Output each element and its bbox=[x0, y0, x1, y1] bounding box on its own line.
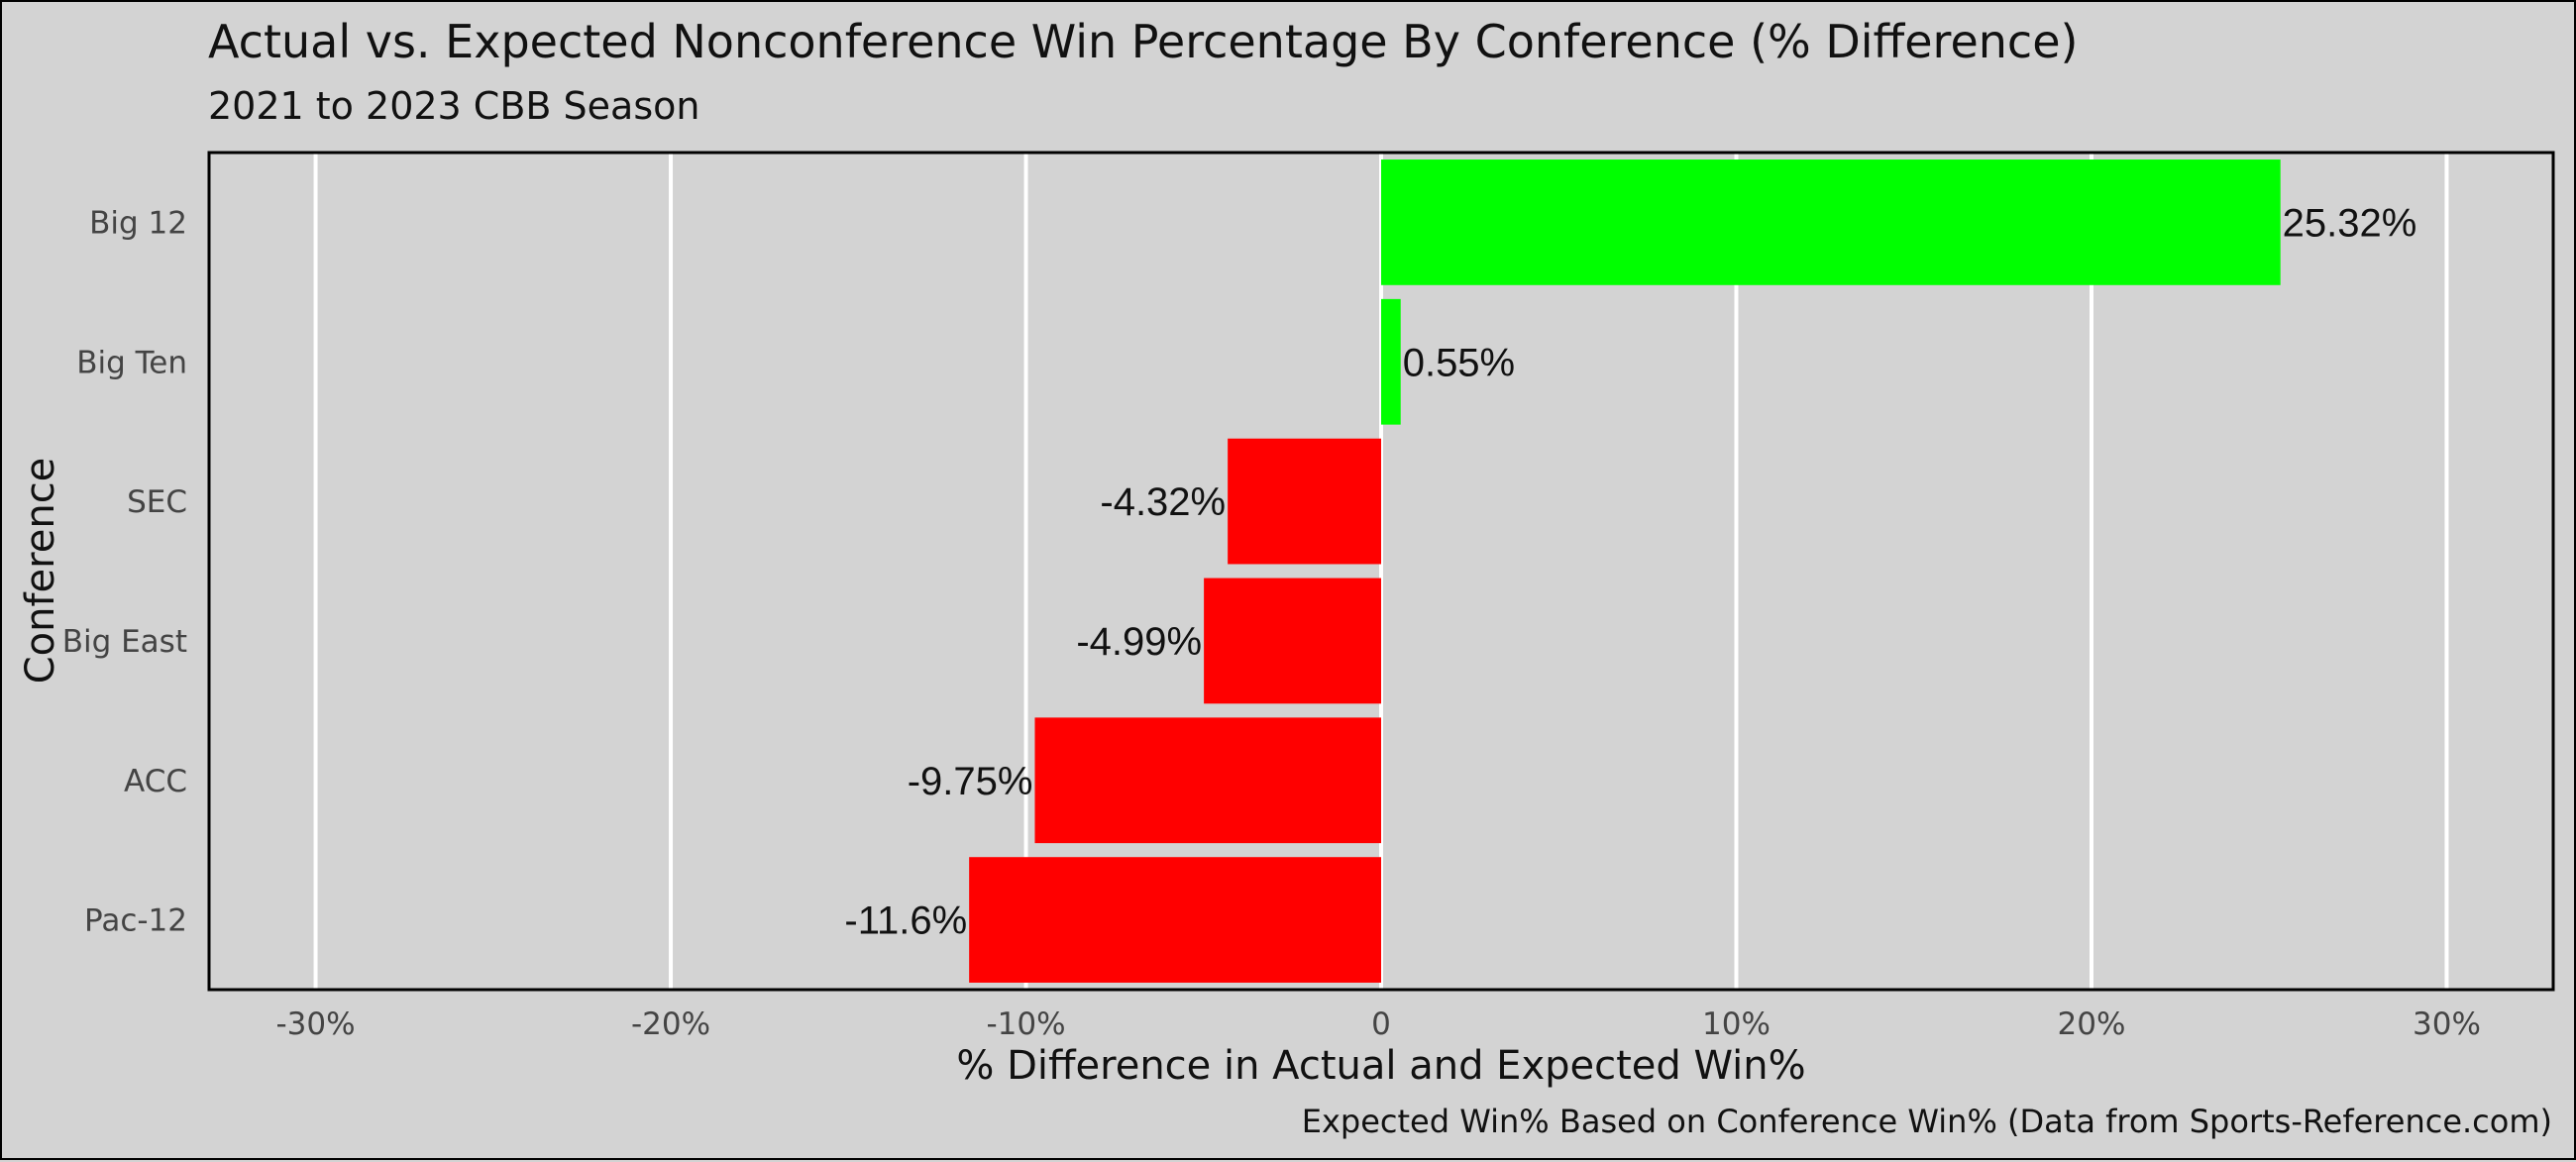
bar-sec bbox=[1228, 438, 1381, 565]
y-tick-label: Big 12 bbox=[89, 205, 187, 241]
bar-value-label: 25.32% bbox=[2283, 201, 2417, 245]
chart-title: Actual vs. Expected Nonconference Win Pe… bbox=[208, 15, 2078, 68]
bar-acc bbox=[1034, 717, 1381, 844]
bar-value-label: -11.6% bbox=[844, 899, 967, 943]
x-tick-label: -10% bbox=[986, 1006, 1065, 1042]
y-tick-label: Big East bbox=[62, 624, 187, 660]
y-tick-label: ACC bbox=[124, 764, 187, 799]
bar-value-label: 0.55% bbox=[1403, 341, 1515, 384]
bar-value-label: -4.32% bbox=[1100, 480, 1226, 524]
x-tick-label: -20% bbox=[631, 1006, 710, 1042]
x-tick-label: 30% bbox=[2413, 1006, 2481, 1042]
bar-labels: 25.32% 0.55% -4.32% -4.99% -9.75% -11.6% bbox=[844, 201, 2416, 942]
bar-big-ten bbox=[1381, 298, 1401, 425]
x-tick-label: -30% bbox=[275, 1006, 355, 1042]
x-axis-title: % Difference in Actual and Expected Win% bbox=[956, 1043, 1805, 1089]
bar-value-label: -9.75% bbox=[908, 760, 1033, 803]
chart-subtitle: 2021 to 2023 CBB Season bbox=[208, 84, 699, 128]
x-axis-ticks: -30% -20% -10% 0 10% 20% 30% bbox=[275, 1006, 2480, 1042]
x-tick-label: 20% bbox=[2058, 1006, 2126, 1042]
chart-caption: Expected Win% Based on Conference Win% (… bbox=[1302, 1103, 2552, 1140]
bars bbox=[969, 159, 2281, 983]
bar-big-12 bbox=[1381, 159, 2281, 285]
gridlines bbox=[313, 153, 2449, 990]
y-tick-label: Big Ten bbox=[76, 345, 187, 380]
plot-border bbox=[207, 151, 2555, 992]
y-axis-title: Conference bbox=[18, 458, 63, 685]
y-tick-label: Pac-12 bbox=[84, 903, 187, 939]
x-tick-label: 0 bbox=[1371, 1006, 1391, 1042]
bar-pac-12 bbox=[969, 857, 1381, 983]
y-tick-label: SEC bbox=[127, 484, 187, 520]
bar-value-label: -4.99% bbox=[1076, 620, 1202, 664]
bar-big-east bbox=[1204, 578, 1381, 704]
y-axis-ticks: Big 12 Big Ten SEC Big East ACC Pac-12 bbox=[62, 205, 187, 938]
x-tick-label: 10% bbox=[1702, 1006, 1771, 1042]
